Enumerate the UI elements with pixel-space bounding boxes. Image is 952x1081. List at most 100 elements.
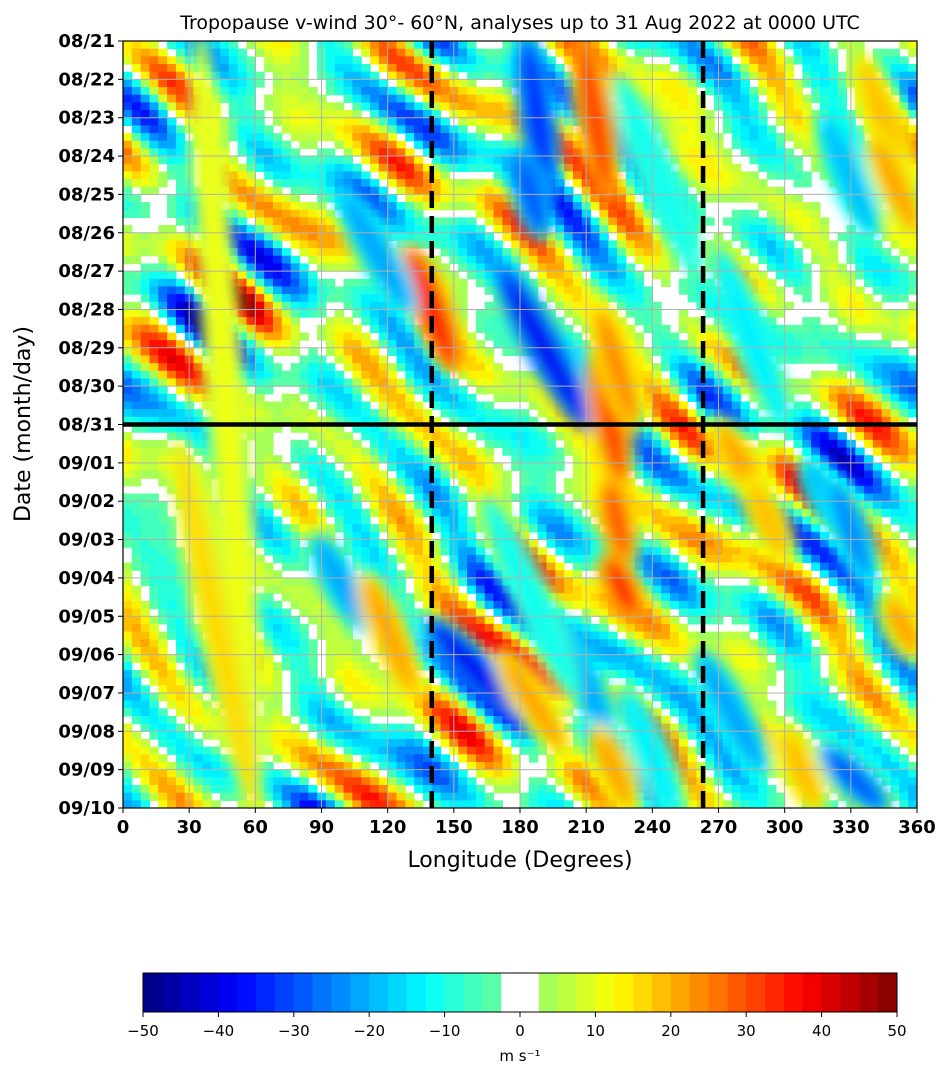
field-cell [484, 432, 495, 441]
field-cell [405, 738, 415, 748]
field-cell [131, 232, 142, 242]
field-cell [352, 286, 362, 295]
field-cell [396, 347, 406, 357]
field-cell [502, 731, 512, 740]
field-cell [131, 140, 142, 149]
field-cell [422, 71, 433, 80]
field-cell [272, 301, 283, 311]
field-cell [290, 493, 301, 502]
field-cell [431, 133, 442, 142]
field-cell [211, 808, 220, 816]
field-cell [361, 424, 371, 433]
field-cell [308, 761, 318, 771]
field-cell [422, 646, 433, 656]
field-cell [431, 386, 442, 395]
field-cell [352, 309, 362, 318]
field-cell [422, 570, 433, 579]
field-cell [537, 240, 548, 249]
field-cell [520, 738, 530, 748]
field-cell [123, 163, 133, 172]
field-cell [520, 225, 530, 234]
field-cell [237, 278, 248, 288]
field-cell [555, 524, 565, 533]
field-cell [158, 593, 168, 602]
field-cell [140, 723, 151, 732]
field-cell [246, 409, 256, 418]
field-cell [431, 708, 442, 717]
field-cell [325, 248, 336, 257]
field-cell [228, 71, 239, 80]
field-cell [308, 217, 318, 226]
field-cell [158, 117, 168, 126]
field-cell [334, 71, 345, 80]
field-cell [149, 416, 159, 426]
field-cell [290, 148, 301, 157]
field-cell [467, 746, 477, 755]
field-cell [572, 516, 583, 525]
field-cell [334, 485, 345, 495]
field-cell [528, 485, 539, 495]
field-cell [422, 455, 433, 464]
field-cell [149, 332, 159, 341]
field-cell [281, 117, 292, 126]
field-cell [158, 501, 168, 510]
field-cell [520, 639, 530, 648]
field-cell [193, 754, 203, 763]
field-cell [440, 370, 451, 380]
field-cell [334, 784, 345, 794]
field-cell [555, 700, 565, 709]
field-cell [370, 386, 380, 395]
field-cell [475, 478, 486, 487]
field-cell [290, 723, 301, 732]
field-cell [325, 286, 336, 295]
field-cell [352, 355, 362, 364]
field-cell [325, 401, 336, 410]
field-cell [405, 202, 415, 211]
field-cell [140, 309, 151, 318]
field-cell [140, 232, 151, 242]
field-cell [555, 562, 565, 571]
field-cell [555, 424, 565, 433]
field-cell [475, 94, 486, 103]
field-cell [572, 585, 583, 594]
field-cell [484, 263, 495, 272]
field-cell [123, 539, 133, 548]
field-cell [175, 692, 186, 702]
field-cell [387, 577, 398, 587]
field-cell [458, 478, 468, 487]
field-cell [511, 516, 521, 525]
field-cell [458, 186, 468, 195]
field-cell [378, 79, 389, 88]
field-cell [175, 669, 186, 679]
field-cell [123, 616, 133, 625]
field-cell [272, 378, 283, 387]
field-cell [220, 777, 230, 786]
field-cell [431, 769, 442, 778]
field-cell [405, 125, 415, 134]
field-cell [343, 508, 353, 518]
field-cell [414, 800, 424, 808]
field-cell [467, 792, 477, 801]
field-cell [281, 278, 292, 288]
field-cell [149, 48, 159, 57]
field-cell [272, 416, 283, 426]
field-cell [608, 631, 618, 640]
field-cell [422, 133, 433, 142]
field-cell [387, 347, 398, 357]
field-cell [167, 286, 177, 295]
field-cell [502, 409, 512, 418]
field-cell [140, 179, 151, 188]
field-cell [308, 462, 318, 472]
field-cell [175, 278, 186, 288]
field-cell [255, 393, 265, 403]
field-cell [334, 48, 345, 57]
field-cell [564, 263, 574, 272]
field-cell [272, 363, 283, 372]
field-cell [361, 317, 371, 326]
field-cell [167, 723, 177, 732]
field-cell [175, 378, 186, 387]
field-cell [467, 700, 477, 709]
field-cell [193, 800, 203, 808]
field-cell [378, 416, 389, 426]
field-cell [520, 424, 530, 433]
